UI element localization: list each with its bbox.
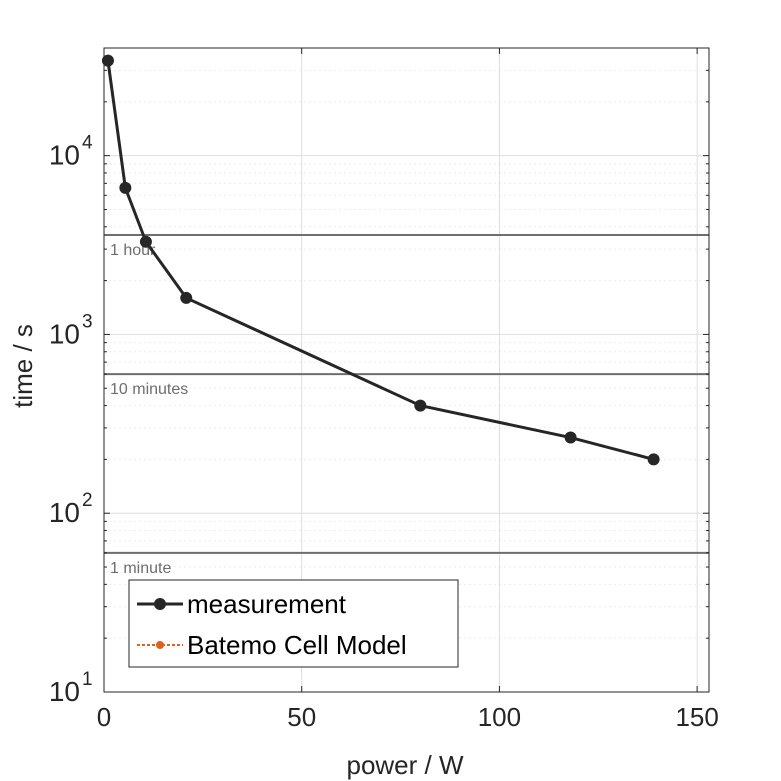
y-tick-label: 10	[49, 497, 80, 528]
plot-frame	[103, 47, 710, 693]
y-tick-label: 10	[49, 676, 80, 707]
reference-line-label: 10 minutes	[110, 381, 188, 398]
data-point	[564, 431, 577, 444]
x-axis-ticks: 0 50 100 150	[97, 48, 719, 732]
data-point	[647, 453, 660, 466]
data-point	[414, 399, 427, 412]
y-tick-label: 10	[49, 318, 80, 349]
reference-line-label: 1 minute	[110, 560, 171, 577]
legend: measurement Batemo Cell Model	[128, 579, 459, 668]
legend-swatch-batemo-marker	[156, 641, 164, 649]
legend-swatch-measurement-marker	[154, 598, 166, 610]
data-point	[180, 291, 193, 304]
x-tick-label: 100	[478, 702, 521, 732]
y-tick-exponent: 3	[82, 311, 93, 332]
y-tick-exponent: 2	[82, 490, 93, 511]
x-tick-label: 150	[675, 702, 718, 732]
legend-label-measurement: measurement	[187, 589, 347, 619]
series-layer	[101, 54, 660, 466]
y-axis-label: time / s	[8, 324, 38, 408]
data-point	[139, 235, 152, 248]
data-point	[119, 181, 132, 194]
x-tick-label: 0	[97, 702, 111, 732]
legend-label-batemo: Batemo Cell Model	[187, 630, 407, 660]
y-tick-exponent: 1	[82, 669, 93, 690]
x-tick-label: 50	[287, 702, 316, 732]
legend-box	[128, 579, 459, 668]
y-tick-exponent: 4	[82, 133, 93, 154]
data-point	[101, 54, 114, 67]
x-axis-label: power / W	[346, 750, 463, 780]
y-tick-label: 10	[49, 140, 80, 171]
